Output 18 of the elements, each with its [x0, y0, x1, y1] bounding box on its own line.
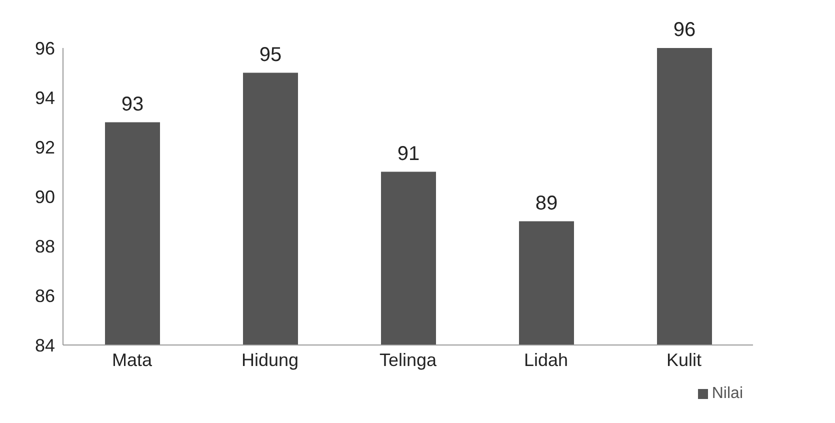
y-tick-label: 96 [34, 38, 55, 58]
y-tick-label: 86 [34, 286, 55, 306]
x-tick-label: Mata [112, 350, 153, 370]
x-tick-label: Lidah [524, 350, 568, 370]
data-label: 91 [397, 142, 420, 165]
legend-label: Nilai [712, 385, 743, 402]
x-tick-label: Kulit [666, 350, 702, 370]
data-label: 95 [259, 44, 282, 66]
y-tick-label: 90 [34, 186, 55, 207]
data-label: 93 [121, 93, 144, 116]
data-label: 96 [673, 19, 696, 41]
y-tick-label: 88 [34, 236, 55, 256]
x-tick-label: Telinga [379, 350, 438, 370]
y-tick-label: 92 [34, 137, 55, 158]
y-tick-label: 94 [34, 88, 55, 108]
x-tick-label: Hidung [241, 350, 299, 370]
data-label: 89 [535, 192, 558, 214]
y-tick-label: 84 [34, 335, 55, 356]
